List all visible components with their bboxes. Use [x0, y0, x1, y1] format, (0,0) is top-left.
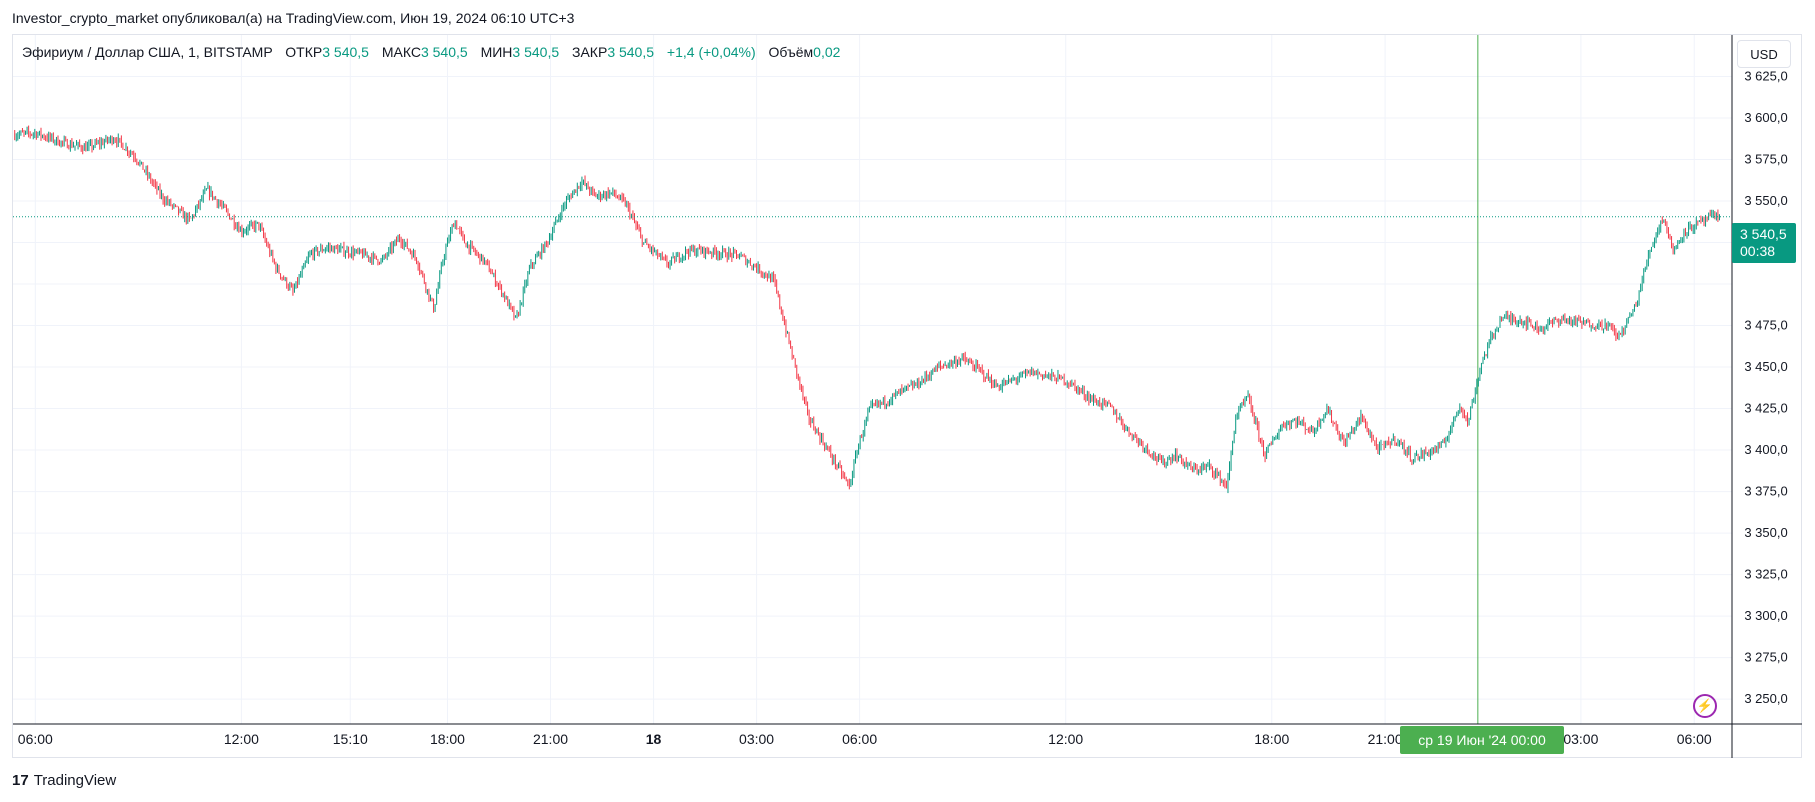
- last-price-value: 3 540,5: [1740, 226, 1787, 242]
- currency-button[interactable]: USD: [1737, 40, 1791, 68]
- price-tick-label: 3 450,0: [1744, 359, 1787, 374]
- time-tick-label: 06:00: [1677, 731, 1712, 747]
- price-tick-label: 3 575,0: [1744, 152, 1787, 167]
- tradingview-brand[interactable]: 17 TradingView: [12, 772, 116, 789]
- time-tick-label: 03:00: [739, 731, 774, 747]
- time-tick-label: 12:00: [1048, 731, 1083, 747]
- legend-low-label: МИН: [480, 44, 513, 60]
- legend-close-label: ЗАКР: [572, 44, 608, 60]
- price-tick-label: 3 300,0: [1744, 608, 1787, 623]
- price-tick-label: 3 350,0: [1744, 525, 1787, 540]
- price-tick-label: 3 375,0: [1744, 484, 1787, 499]
- legend-volume-value: 0,02: [813, 44, 841, 60]
- time-tick-label: 18:00: [1254, 731, 1289, 747]
- price-tick-label: 3 250,0: [1744, 691, 1787, 706]
- symbol-legend: Эфириум / Доллар США, 1, BITSTAMP ОТКР3 …: [22, 44, 840, 60]
- price-tick-label: 3 625,0: [1744, 69, 1787, 84]
- price-axis: 3 250,0 3 275,0 3 300,0 3 325,0 3 350,0 3 375…: [1731, 35, 1788, 758]
- price-tick-label: 3 400,0: [1744, 442, 1787, 457]
- price-tick-label: 3 325,0: [1744, 567, 1787, 582]
- lightning-bolt-icon[interactable]: ⚡: [1693, 694, 1717, 718]
- price-tick-label: 3 600,0: [1744, 110, 1787, 125]
- time-tick-label: 06:00: [18, 731, 53, 747]
- price-tick-label: 3 475,0: [1744, 318, 1787, 333]
- legend-volume-label: Объём: [768, 44, 814, 60]
- time-tick-label: 18: [646, 731, 662, 747]
- brand-name: TradingView: [33, 772, 117, 789]
- price-tick-label: 3 425,0: [1744, 401, 1787, 416]
- time-tick-label: 21:00: [1368, 731, 1403, 747]
- time-axis: 06:00 12:00 15:10 18:00 21:00 18 03:00 06:00 12:…: [13, 723, 1802, 747]
- price-tick-label: 3 550,0: [1744, 193, 1787, 208]
- last-price-tag: 3 540,5 00:38: [1732, 223, 1796, 263]
- time-tick-label: 15:10: [333, 731, 368, 747]
- legend-low-value: 3 540,5: [512, 44, 560, 60]
- price-tick-label: 3 275,0: [1744, 650, 1787, 665]
- time-tick-label: 21:00: [533, 731, 568, 747]
- tradingview-logo-icon: 17: [12, 772, 29, 789]
- publisher-line: Investor_crypto_market опубликовал(а) на…: [12, 10, 575, 26]
- chart-frame[interactable]: [12, 34, 1802, 758]
- legend-open-label: ОТКР: [285, 44, 323, 60]
- time-tick-label: 18:00: [430, 731, 465, 747]
- chart-grid: [13, 35, 1732, 724]
- time-tick-label: 12:00: [224, 731, 259, 747]
- legend-close-value: 3 540,5: [607, 44, 655, 60]
- legend-high-label: МАКС: [381, 44, 421, 60]
- crosshair-time-label: ср 19 Июн '24 00:00: [1400, 726, 1564, 754]
- candlestick-series: [14, 125, 1720, 494]
- time-tick-label: 03:00: [1563, 731, 1598, 747]
- legend-change: +1,4 (+0,04%): [666, 44, 756, 60]
- legend-open-value: 3 540,5: [322, 44, 369, 60]
- legend-symbol: Эфириум / Доллар США, 1, BITSTAMP: [22, 44, 273, 60]
- time-tick-label: 06:00: [842, 731, 877, 747]
- bar-countdown: 00:38: [1740, 243, 1776, 259]
- legend-high-value: 3 540,5: [420, 44, 468, 60]
